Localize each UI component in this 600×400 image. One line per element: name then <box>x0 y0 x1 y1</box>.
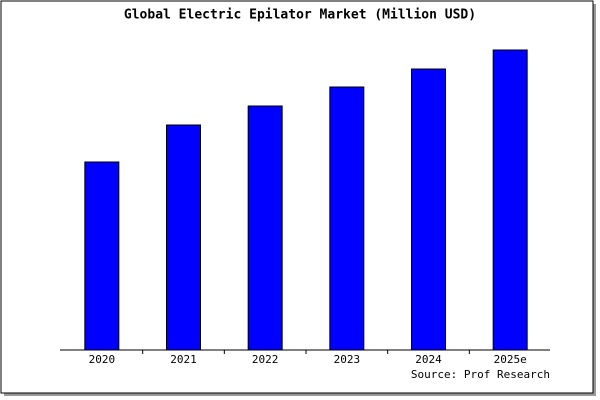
plot-area <box>60 50 550 350</box>
bar <box>329 86 365 351</box>
x-tick-label: 2024 <box>415 353 442 366</box>
x-tick-label: 2020 <box>89 353 116 366</box>
bar <box>84 161 120 351</box>
bar <box>247 105 283 351</box>
chart-title: Global Electric Epilator Market (Million… <box>124 8 476 23</box>
bar <box>166 124 201 351</box>
x-tick-label: 2021 <box>170 353 197 366</box>
x-tick-label: 2023 <box>334 353 361 366</box>
x-tick-label: 2025e <box>494 353 527 366</box>
x-tick-label: 2022 <box>252 353 279 366</box>
source-note: Source: Prof Research <box>411 368 550 381</box>
bar <box>492 49 528 351</box>
bar <box>411 68 446 351</box>
